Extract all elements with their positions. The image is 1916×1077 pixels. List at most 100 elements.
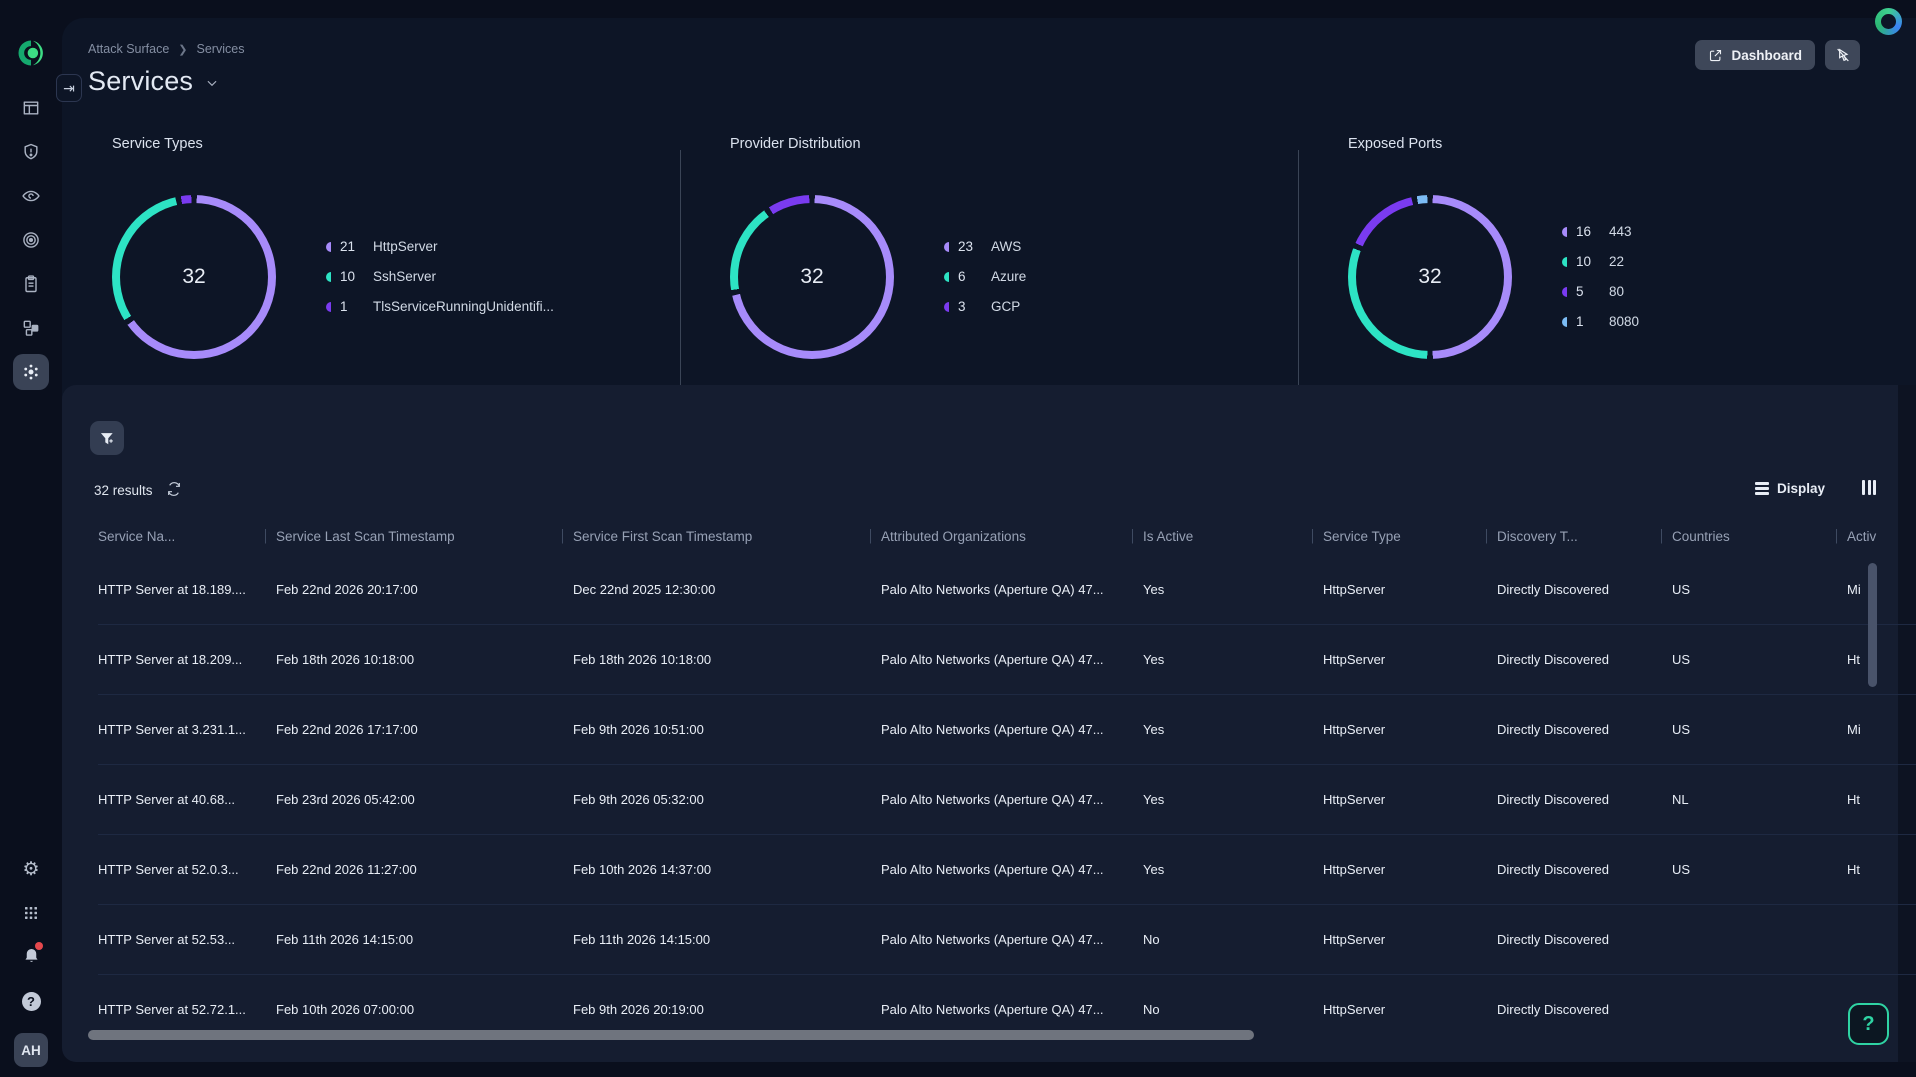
table-cell: HTTP Server at 3.231.1...: [98, 722, 246, 737]
chart-provider-distribution: Provider Distribution 32 23 AWS 6 Azure 3 GCP: [680, 122, 1298, 385]
help-button[interactable]: ?: [13, 983, 49, 1019]
legend-item[interactable]: 10 22: [1562, 254, 1639, 269]
legend-count: 23: [958, 239, 974, 254]
settings-button[interactable]: ⚙: [13, 851, 49, 887]
table-cell: HTTP Server at 18.209...: [98, 652, 243, 667]
table-cell: Directly Discovered: [1497, 862, 1609, 877]
legend-item[interactable]: 16 443: [1562, 224, 1639, 239]
gear-icon: ⚙: [22, 858, 40, 880]
legend-item[interactable]: 1 8080: [1562, 314, 1639, 329]
table-cell: Ht: [1847, 652, 1860, 667]
table-cell: Palo Alto Networks (Aperture QA) 47...: [881, 862, 1104, 877]
column-header[interactable]: Is Active: [1132, 529, 1312, 544]
display-button[interactable]: Display: [1754, 481, 1825, 496]
table-row[interactable]: HTTP Server at 52.0.3... Feb 22nd 2026 11…: [98, 835, 1916, 905]
column-header[interactable]: Service First Scan Timestamp: [562, 529, 870, 544]
table-row[interactable]: HTTP Server at 18.209... Feb 18th 2026 10…: [98, 625, 1916, 695]
sidebar-item-dashboard[interactable]: [13, 90, 49, 126]
table-cell: Yes: [1143, 582, 1165, 597]
apps-grid-icon: [25, 907, 37, 919]
column-header[interactable]: Service Type: [1312, 529, 1486, 544]
column-header[interactable]: Discovery T...: [1486, 529, 1661, 544]
table-row[interactable]: HTTP Server at 3.231.1... Feb 22nd 2026 1…: [98, 695, 1916, 765]
breadcrumb-services[interactable]: Services: [196, 42, 245, 56]
user-avatar[interactable]: AH: [14, 1033, 48, 1067]
sidebar-item-targets[interactable]: [13, 222, 49, 258]
column-header[interactable]: Attributed Organizations: [870, 529, 1132, 544]
apps-grid-button[interactable]: [13, 895, 49, 931]
horizontal-scrollbar[interactable]: [88, 1030, 1254, 1040]
breadcrumb-attack-surface[interactable]: Attack Surface: [88, 42, 170, 56]
assets-icon: [23, 320, 39, 336]
legend-item[interactable]: 21 HttpServer: [326, 239, 554, 254]
chart-title: Exposed Ports: [1348, 136, 1443, 152]
sidebar-item-assets[interactable]: [13, 310, 49, 346]
legend-item[interactable]: 1 TlsServiceRunningUnidentifi...: [326, 299, 554, 314]
table-cell: Directly Discovered: [1497, 792, 1609, 807]
table-cell: HTTP Server at 18.189....: [98, 582, 246, 597]
table-cell: Feb 10th 2026 14:37:00: [573, 862, 712, 877]
services-hub-icon: [24, 364, 38, 380]
table-row[interactable]: HTTP Server at 18.189.... Feb 22nd 2026 2…: [98, 555, 1916, 625]
app-logo[interactable]: [16, 38, 46, 68]
help-floating-button[interactable]: ?: [1848, 1003, 1889, 1045]
status-ring-indicator[interactable]: [1875, 8, 1902, 35]
legend-count: 1: [340, 299, 348, 314]
table-row[interactable]: HTTP Server at 40.68... Feb 23rd 2026 05:…: [98, 765, 1916, 835]
column-header[interactable]: Countries: [1661, 529, 1836, 544]
donut-chart[interactable]: 32: [112, 194, 276, 359]
legend-label: HttpServer: [373, 239, 438, 254]
legend-item[interactable]: 10 SshServer: [326, 269, 554, 284]
shield-alert-icon: [24, 143, 38, 160]
refresh-button[interactable]: [166, 481, 182, 500]
table-cell: Directly Discovered: [1497, 1002, 1609, 1017]
table-cell: Dec 22nd 2025 12:30:00: [573, 582, 716, 597]
legend-item[interactable]: 3 GCP: [944, 299, 1026, 314]
table-cell: Feb 18th 2026 10:18:00: [276, 652, 415, 667]
table-row[interactable]: HTTP Server at 52.72.1... Feb 10th 2026 0…: [98, 975, 1916, 1038]
legend-item[interactable]: 23 AWS: [944, 239, 1026, 254]
legend-count: 21: [340, 239, 356, 254]
chart-legend: 21 HttpServer 10 SshServer 1 TlsServiceRunnin…: [326, 239, 554, 314]
clipboard-icon: [25, 275, 37, 293]
table-cell: HttpServer: [1323, 652, 1386, 667]
pinned-column-shade: [1898, 385, 1916, 1062]
display-icon: [1754, 482, 1769, 495]
table-row[interactable]: HTTP Server at 52.53... Feb 11th 2026 14:…: [98, 905, 1916, 975]
table-panel: 32 results Display Service Na... Service …: [62, 385, 1916, 1062]
column-header[interactable]: Service Na...: [98, 528, 176, 544]
expand-sidebar-button[interactable]: ⇥: [56, 74, 82, 102]
sidebar-item-issues[interactable]: [13, 134, 49, 170]
breadcrumb-separator-icon: ❯: [178, 43, 188, 56]
chevron-down-icon[interactable]: [205, 76, 217, 88]
add-filter-button[interactable]: [90, 421, 124, 455]
dashboard-icon: [23, 101, 39, 115]
sidebar-item-visibility[interactable]: [13, 178, 49, 214]
dashboard-button[interactable]: Dashboard: [1695, 40, 1815, 70]
external-link-icon: [1710, 49, 1722, 61]
table-cell: Feb 10th 2026 07:00:00: [276, 1002, 415, 1017]
pointer-off-button[interactable]: [1825, 40, 1860, 70]
legend-count: 16: [1576, 224, 1592, 239]
legend-item[interactable]: 5 80: [1562, 284, 1639, 299]
table-cell: Directly Discovered: [1497, 932, 1609, 947]
legend-marker-icon: [1562, 316, 1567, 327]
notifications-button[interactable]: [13, 939, 49, 975]
table-cell: No: [1143, 1002, 1160, 1017]
table-cell: Palo Alto Networks (Aperture QA) 47...: [881, 792, 1104, 807]
table-cell: Feb 18th 2026 10:18:00: [573, 652, 712, 667]
vertical-scrollbar[interactable]: [1868, 563, 1877, 687]
table-cell: Directly Discovered: [1497, 722, 1609, 737]
donut-chart[interactable]: 32: [730, 194, 894, 359]
columns-button[interactable]: [1862, 480, 1876, 495]
legend-marker-icon: [326, 241, 331, 252]
donut-chart[interactable]: 32: [1348, 194, 1512, 359]
legend-item[interactable]: 6 Azure: [944, 269, 1026, 284]
column-header[interactable]: Activ: [1836, 529, 1916, 544]
table-cell: HttpServer: [1323, 862, 1386, 877]
legend-label: 80: [1609, 284, 1625, 299]
sidebar-item-reports[interactable]: [13, 266, 49, 302]
sidebar-item-services[interactable]: [13, 354, 49, 390]
table-cell: Palo Alto Networks (Aperture QA) 47...: [881, 932, 1104, 947]
column-header[interactable]: Service Last Scan Timestamp: [265, 529, 562, 544]
